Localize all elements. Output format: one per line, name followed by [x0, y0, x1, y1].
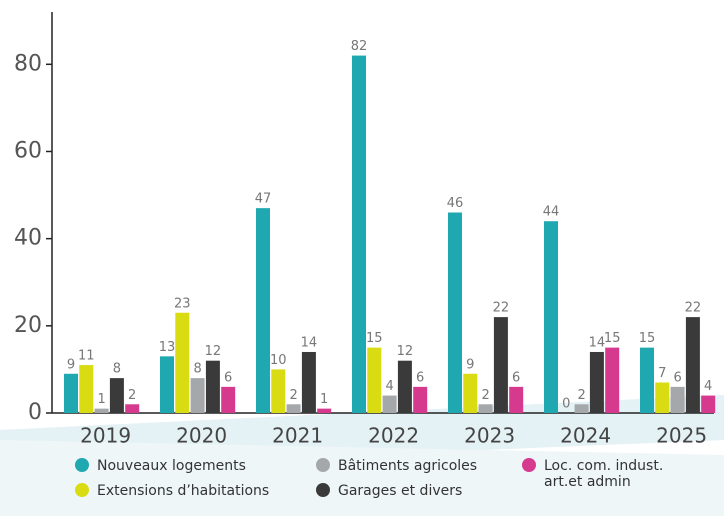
- y-tick-label: 40: [14, 226, 42, 251]
- legend-swatch: [316, 483, 330, 497]
- value-label: 6: [512, 370, 520, 385]
- x-tick-label: 2021: [272, 424, 323, 448]
- bar: [64, 373, 78, 413]
- bar: [271, 369, 286, 413]
- legend-label: Bâtiments agricoles: [338, 458, 478, 474]
- legend-item: Bâtiments agricoles: [316, 458, 477, 474]
- bar: [605, 347, 620, 413]
- value-label: 0: [562, 397, 570, 412]
- value-label: 4: [385, 379, 393, 394]
- value-label: 6: [673, 370, 681, 385]
- value-label: 2: [128, 388, 136, 403]
- legend-item: Garages et divers: [316, 483, 462, 499]
- value-label: 15: [604, 331, 621, 346]
- bar: [367, 347, 382, 413]
- bar: [175, 312, 190, 413]
- y-tick-label: 80: [14, 51, 42, 76]
- value-label: 8: [113, 362, 121, 377]
- value-label: 8: [193, 362, 201, 377]
- bar: [286, 404, 301, 413]
- x-tick-label: 2023: [464, 424, 515, 448]
- bar: [190, 378, 205, 413]
- bar: [160, 356, 174, 413]
- bar: [478, 404, 493, 413]
- value-label: 7: [658, 366, 666, 381]
- x-tick-label: 2019: [80, 424, 131, 448]
- bar: [493, 317, 508, 413]
- bar: [301, 351, 316, 413]
- bar: [685, 317, 700, 413]
- value-label: 4: [704, 379, 712, 394]
- legend-swatch: [75, 483, 89, 497]
- background-band: [0, 440, 724, 516]
- value-label: 12: [205, 344, 222, 359]
- value-label: 46: [447, 196, 464, 211]
- bar: [670, 386, 685, 413]
- value-label: 9: [466, 357, 474, 372]
- value-label: 22: [685, 301, 702, 316]
- bar: [655, 382, 670, 413]
- value-label: 82: [351, 39, 368, 54]
- value-label: 1: [97, 392, 105, 407]
- value-label: 14: [301, 335, 318, 350]
- value-label: 12: [397, 344, 414, 359]
- value-label: 2: [481, 388, 489, 403]
- value-label: 2: [289, 388, 297, 403]
- y-tick-label: 20: [14, 313, 42, 338]
- legend-item: Nouveaux logements: [75, 458, 246, 474]
- bar: [413, 386, 428, 413]
- bar: [79, 365, 94, 413]
- bar: [221, 386, 236, 413]
- value-label: 22: [493, 301, 510, 316]
- bar: [125, 404, 140, 413]
- legend-item: Extensions d’habitations: [75, 483, 269, 499]
- bar: [574, 404, 589, 413]
- value-label: 13: [159, 340, 176, 355]
- bar: [205, 360, 220, 413]
- value-label: 44: [543, 205, 560, 220]
- legend-label: Extensions d’habitations: [97, 483, 270, 499]
- bar: [448, 212, 462, 413]
- legend-label: Garages et divers: [338, 483, 463, 499]
- value-label: 47: [255, 192, 272, 207]
- legend-swatch: [522, 458, 536, 472]
- legend-label: Loc. com. indust. art.et admin: [544, 458, 664, 490]
- bar: [397, 360, 412, 413]
- x-tick-label: 2022: [368, 424, 419, 448]
- value-label: 9: [67, 357, 75, 372]
- bar: [544, 221, 558, 413]
- y-tick-label: 60: [14, 138, 42, 163]
- value-label: 11: [78, 349, 95, 364]
- value-label: 14: [589, 335, 606, 350]
- bar: [509, 386, 524, 413]
- legend-swatch: [316, 458, 330, 472]
- bar: [256, 208, 270, 413]
- bar: [463, 373, 478, 413]
- x-tick-label: 2020: [176, 424, 227, 448]
- bar: [589, 351, 604, 413]
- x-tick-label: 2025: [656, 424, 707, 448]
- legend-item: Loc. com. indust. art.et admin: [522, 458, 692, 490]
- bar: [382, 395, 397, 413]
- bar: [701, 395, 716, 413]
- value-label: 6: [224, 370, 232, 385]
- y-tick-label: 0: [28, 400, 42, 425]
- value-label: 2: [577, 388, 585, 403]
- bar: [109, 378, 124, 413]
- value-label: 15: [639, 331, 656, 346]
- bar: [352, 55, 366, 414]
- bar: [640, 347, 654, 413]
- x-tick-label: 2024: [560, 424, 611, 448]
- value-label: 6: [416, 370, 424, 385]
- bar: [94, 408, 109, 413]
- value-label: 1: [320, 392, 328, 407]
- bar: [317, 408, 332, 413]
- value-label: 23: [174, 296, 191, 311]
- legend-swatch: [75, 458, 89, 472]
- legend-label: Nouveaux logements: [97, 458, 246, 474]
- value-label: 10: [270, 353, 287, 368]
- value-label: 15: [366, 331, 383, 346]
